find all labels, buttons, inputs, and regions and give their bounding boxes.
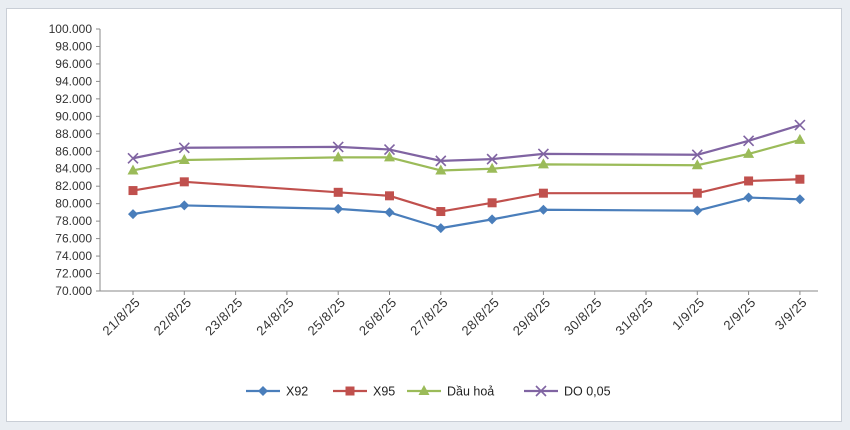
data-point [435,155,447,167]
x-axis-ticks: 21/8/25 22/8/25 23/8/25 24/8/25 25/8/25 26/8/… [99,291,810,338]
y-tick-label: 70.000 [55,284,92,298]
x-tick-label: 2/9/25 [720,295,758,333]
legend-item: Dầu hoả [407,385,494,399]
y-tick-label: 96.000 [55,57,92,71]
data-point [179,177,189,187]
series-d-u-ho- [127,133,806,175]
x-tick-label: 1/9/25 [669,295,707,333]
data-point [178,154,190,164]
data-point [436,207,446,217]
axes [99,29,818,292]
data-point [332,141,344,153]
data-point [435,223,446,234]
data-point [179,200,190,211]
y-tick-label: 84.000 [55,162,92,176]
data-point [794,194,805,205]
data-point [128,186,138,196]
legend-marker [535,385,547,397]
x-tick-label: 30/8/25 [561,295,605,339]
legend-marker [258,386,268,396]
data-point [333,187,343,197]
x-tick-label: 23/8/25 [202,295,246,339]
x-tick-label: 24/8/25 [253,295,297,339]
data-point [537,158,549,169]
y-tick-label: 90.000 [55,109,92,123]
x-tick-label: 31/8/25 [612,295,656,339]
data-point [487,214,498,225]
y-tick-label: 74.000 [55,249,92,263]
series-do-0-05 [127,119,806,167]
legend-label: Dầu hoả [447,385,494,399]
data-point [178,142,190,154]
legend-label: X95 [373,385,395,399]
y-tick-label: 76.000 [55,232,92,246]
data-point [435,164,447,175]
x-tick-label: 27/8/25 [407,295,451,339]
data-point [538,188,548,198]
data-point [487,198,497,208]
data-point [691,149,703,161]
x-tick-label: 25/8/25 [305,295,349,339]
y-tick-label: 88.000 [55,127,92,141]
legend-item: X95 [333,385,395,399]
x-tick-label: 28/8/25 [458,295,502,339]
legend-label: X92 [286,385,308,399]
y-tick-label: 78.000 [55,214,92,228]
y-axis-ticks: 70.000 72.000 74.000 76.000 78.000 80.000 82.0… [49,22,100,298]
legend: X92 X95 Dầu hoả DO 0,05 [246,385,611,399]
y-tick-label: 94.000 [55,74,92,88]
data-point [537,148,549,160]
data-point [486,153,498,165]
data-point [384,151,395,162]
x-tick-label: 26/8/25 [356,295,400,339]
data-point [692,205,703,216]
data-point [743,147,755,158]
series-x92 [128,192,805,234]
x-tick-label: 3/9/25 [772,295,810,333]
data-point [795,174,805,184]
series-line [132,178,800,213]
data-point [333,203,344,214]
y-tick-label: 86.000 [55,144,92,158]
data-point [692,188,702,198]
data-point [383,143,396,156]
x-tick-label: 22/8/25 [151,295,195,339]
series-layer [127,119,806,234]
data-point [691,159,703,170]
legend-marker [345,386,355,396]
series-line [132,124,801,162]
data-point [744,176,754,186]
data-point [384,207,395,218]
y-tick-label: 80.000 [55,197,92,211]
chart-frame [6,8,842,422]
y-tick-label: 92.000 [55,92,92,106]
series-x95 [128,174,805,217]
data-point [127,164,139,175]
data-point [127,152,139,164]
data-point [486,162,498,173]
data-point [743,135,755,147]
series-line [132,196,800,230]
legend-item: DO 0,05 [524,385,611,399]
y-tick-label: 100.000 [49,22,93,36]
y-tick-label: 82.000 [55,179,92,193]
data-point [385,191,394,201]
data-point [332,151,344,162]
data-point [794,119,806,131]
y-tick-label: 72.000 [55,267,92,281]
data-point [128,209,138,220]
data-point [743,192,754,203]
x-tick-label: 29/8/25 [510,295,554,339]
data-point [794,133,806,144]
data-point [538,204,549,215]
legend-item: X92 [246,385,308,399]
series-line [132,138,801,172]
legend-label: DO 0,05 [564,385,611,399]
y-tick-label: 98.000 [55,39,92,53]
legend-marker [418,385,430,395]
x-tick-label: 21/8/25 [99,295,143,339]
